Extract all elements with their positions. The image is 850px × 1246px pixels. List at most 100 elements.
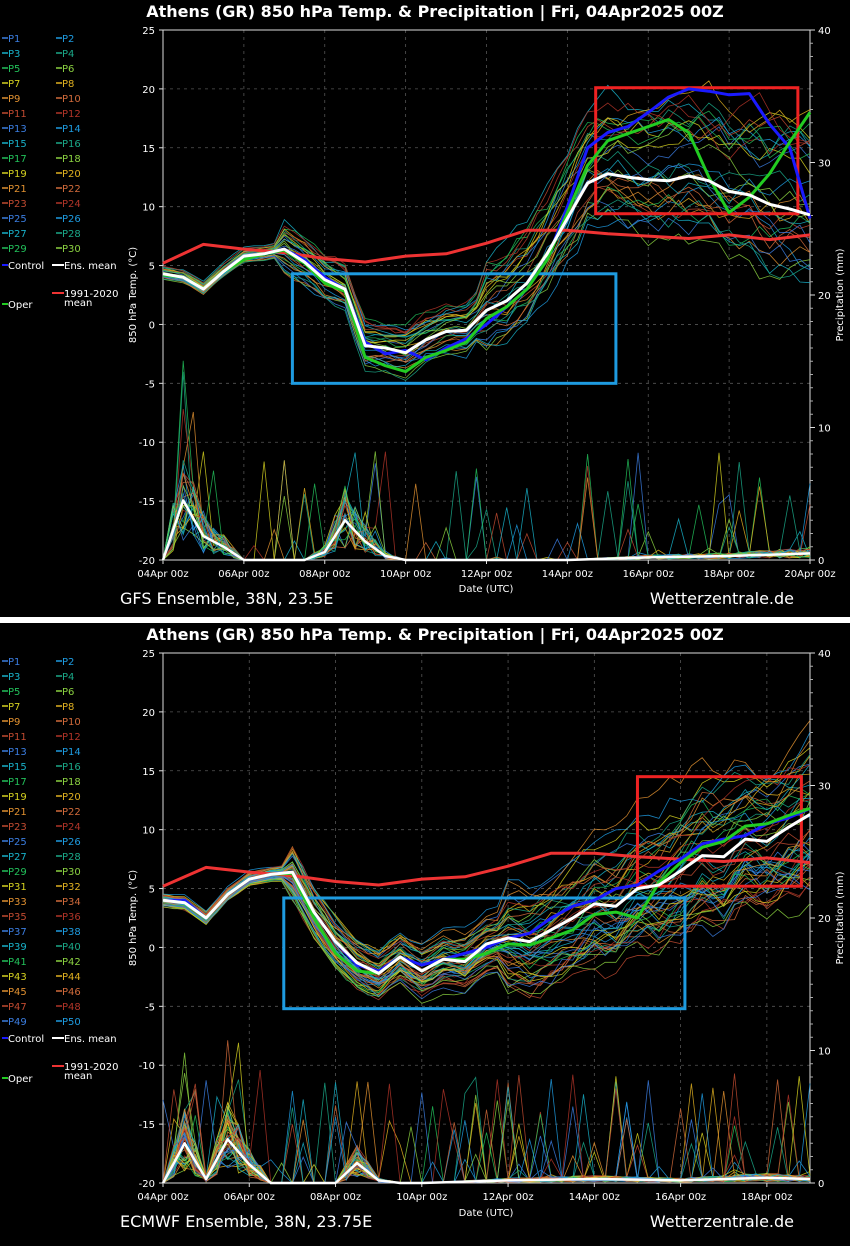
legend-member-label: P34: [62, 897, 81, 908]
legend-member-label: P7: [8, 79, 20, 90]
legend-member-label: P41: [8, 957, 27, 968]
legend-member: P13: [2, 124, 27, 135]
member-line: [162, 846, 810, 997]
legend-member-label: P4: [62, 672, 74, 683]
legend-member: P43: [2, 972, 27, 983]
site-label: Wetterzentrale.de: [650, 1212, 794, 1231]
legend-member: P1: [2, 34, 20, 45]
legend-member: P35: [2, 912, 27, 923]
cold-spell-box: [282, 896, 687, 1011]
y-axis-label: 850 hPa Temp. (°C): [128, 870, 139, 966]
legend-member: P41: [2, 957, 27, 968]
legend-member-label: P5: [8, 687, 20, 698]
x-tick-label: 18Apr 00z: [741, 1192, 792, 1203]
legend-member-label: P18: [62, 777, 81, 788]
legend-member-label: P22: [62, 184, 81, 195]
gfs-ensemble-panel: Athens (GR) 850 hPa Temp. & Precipitatio…: [0, 0, 850, 617]
legend-control: Control: [2, 1034, 44, 1045]
member-line: [162, 873, 811, 1000]
plot-frame: [162, 652, 811, 1184]
legend-member-label: P40: [62, 942, 81, 953]
member-line: [162, 720, 811, 955]
y2-tick-label: 20: [818, 914, 831, 925]
member-line: [162, 786, 811, 966]
legend-member: P39: [2, 942, 27, 953]
y-axis-label: 850 hPa Temp. (°C): [128, 247, 139, 343]
legend-member-label: P17: [8, 777, 27, 788]
legend-member: P45: [2, 987, 27, 998]
legend-member: P36: [56, 912, 81, 923]
svg-text:1991-2020: 1991-2020: [64, 1062, 119, 1073]
ens-mean-line: [162, 172, 811, 355]
y2-axis-label: Precipitation (mm): [835, 871, 846, 964]
y-tick-label: -10: [139, 438, 155, 449]
y2-tick-label: 0: [818, 1179, 824, 1190]
member-precip-line: [162, 463, 811, 561]
y-tick-label: -15: [139, 1120, 155, 1131]
x-tick-label: 10Apr 00z: [396, 1192, 447, 1203]
legend-member: P32: [56, 882, 81, 893]
legend-member: P30: [56, 244, 81, 255]
legend-member: P24: [56, 199, 81, 210]
legend-member: P16: [56, 139, 81, 150]
member-line: [162, 740, 811, 955]
legend-member: P25: [2, 214, 27, 225]
legend-member-label: P5: [8, 64, 20, 75]
legend-member: P11: [2, 109, 27, 120]
x-tick-label: 14Apr 00z: [542, 569, 593, 580]
legend-member-label: P38: [62, 927, 81, 938]
member-line: [162, 186, 811, 347]
member-line: [162, 754, 811, 953]
legend-member: P12: [56, 732, 81, 743]
legend-member-label: P2: [62, 657, 74, 668]
legend-member-label: P1: [8, 34, 20, 45]
legend: Control Ens. mean Oper 1991-2020 mean P1…: [2, 657, 119, 1085]
legend-oper: Oper: [2, 1074, 33, 1085]
chart-title: Athens (GR) 850 hPa Temp. & Precipitatio…: [146, 625, 724, 645]
y2-tick-label: 30: [818, 159, 831, 170]
y-tick-label: 5: [149, 885, 155, 896]
legend-member-label: P15: [8, 139, 27, 150]
legend: Control Ens. mean Oper 1991-2020 mean P1…: [2, 34, 119, 311]
legend-member: P16: [56, 762, 81, 773]
legend-member: P33: [2, 897, 27, 908]
chart-title: Athens (GR) 850 hPa Temp. & Precipitatio…: [146, 2, 724, 22]
member-line: [162, 187, 811, 371]
site-label: Wetterzentrale.de: [650, 589, 794, 608]
legend-member: P3: [2, 49, 20, 60]
legend-member: P8: [56, 702, 74, 713]
legend-member-label: P9: [8, 717, 20, 728]
legend-member-label: P8: [62, 702, 74, 713]
y2-tick-label: 0: [818, 556, 824, 567]
legend-member-label: P31: [8, 882, 27, 893]
y-tick-label: -10: [139, 1061, 155, 1072]
legend-member-label: P29: [8, 244, 27, 255]
svg-text:Oper: Oper: [8, 300, 33, 311]
legend-member-label: P19: [8, 792, 27, 803]
member-precip-line: [162, 360, 811, 561]
legend-member: P28: [56, 852, 81, 863]
x-tick-label: 08Apr 00z: [299, 569, 350, 580]
y-tick-label: 0: [149, 943, 155, 954]
member-line: [162, 208, 811, 379]
legend-member-label: P27: [8, 852, 27, 863]
legend-member: P42: [56, 957, 81, 968]
x-tick-label: 18Apr 00z: [704, 569, 755, 580]
legend-member-label: P10: [62, 717, 81, 728]
y-tick-label: 5: [149, 262, 155, 273]
ecmwf-ensemble-panel: Athens (GR) 850 hPa Temp. & Precipitatio…: [0, 623, 850, 1242]
legend-member: P38: [56, 927, 81, 938]
member-line: [162, 92, 811, 334]
legend-member-label: P39: [8, 942, 27, 953]
ecmwf-ensemble-chart: Athens (GR) 850 hPa Temp. & Precipitatio…: [2, 625, 846, 1231]
y-tick-label: 25: [142, 649, 155, 660]
legend-member: P48: [56, 1002, 81, 1013]
legend-control: Control: [2, 261, 44, 272]
legend-member-label: P20: [62, 792, 81, 803]
legend-member: P27: [2, 852, 27, 863]
legend-member-label: P6: [62, 687, 74, 698]
svg-text:mean: mean: [64, 298, 92, 309]
legend-member: P11: [2, 732, 27, 743]
y-tick-label: 15: [142, 767, 155, 778]
legend-member-label: P2: [62, 34, 74, 45]
